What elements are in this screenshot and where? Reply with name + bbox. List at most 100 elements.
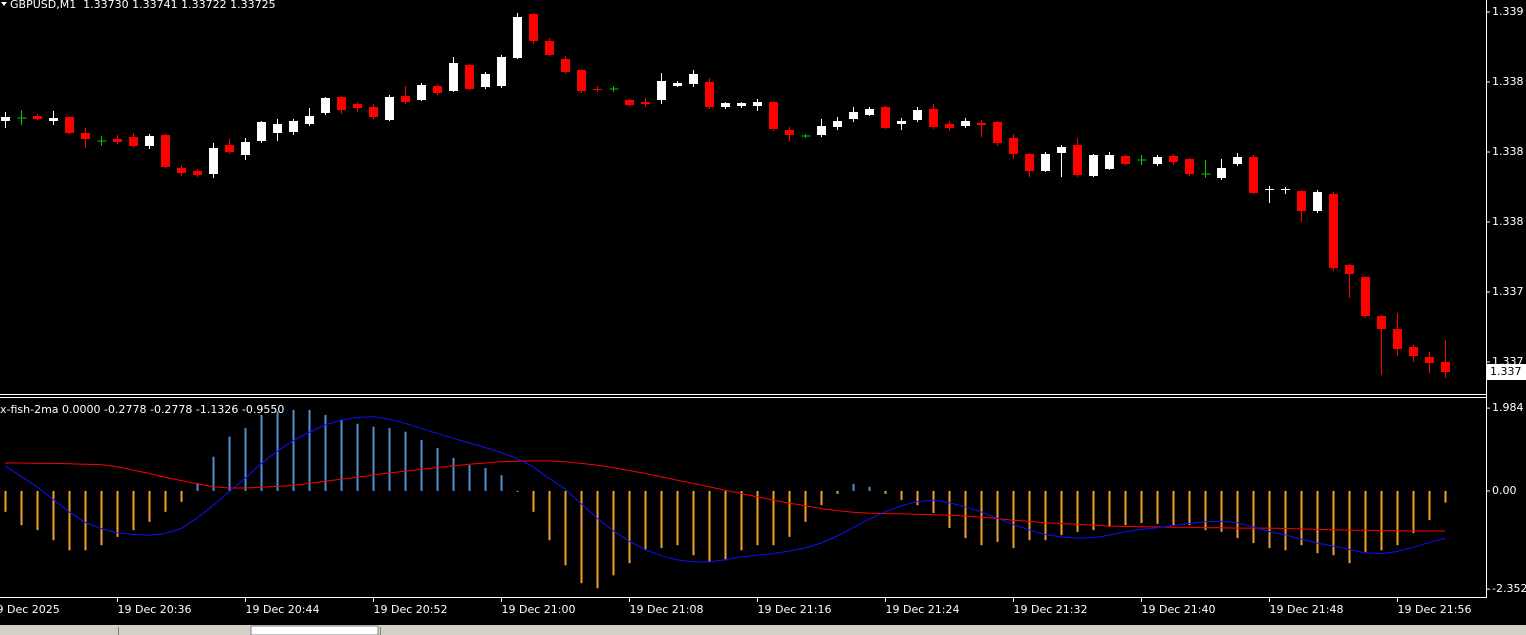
candle-body	[753, 102, 762, 106]
candle-body	[209, 148, 218, 174]
candle-body	[161, 135, 170, 167]
candle-body	[737, 103, 746, 106]
candle-body	[1217, 168, 1226, 178]
y-tick-label: 0.00	[1492, 484, 1517, 497]
candle-body	[1009, 138, 1018, 154]
candle-body	[1425, 357, 1434, 363]
candle-body	[1041, 154, 1050, 171]
x-tick-label: 19 Dec 21:56	[1398, 603, 1472, 616]
x-tick-label: 19 Dec 20:52	[374, 603, 448, 616]
candle-body	[1281, 189, 1290, 190]
y-tick-label: 1.984	[1492, 401, 1524, 414]
candle-body	[929, 109, 938, 127]
candle-body	[1169, 156, 1178, 162]
indicator-line	[5, 460, 1445, 532]
candle-body	[961, 121, 970, 126]
candle-body	[449, 63, 458, 91]
y-tick-label: 1.338	[1492, 215, 1524, 228]
candle-body	[1153, 157, 1162, 164]
candle-body	[641, 102, 650, 104]
candle-body	[561, 59, 570, 72]
candle-body	[225, 145, 234, 152]
indicator-title: x-fish-2ma 0.0000 -0.2778 -0.2778 -1.132…	[0, 403, 284, 416]
candle-body	[1345, 265, 1354, 274]
y-tick-label: 1.337	[1492, 285, 1524, 298]
candle-body	[497, 57, 506, 86]
candle-body	[785, 130, 794, 135]
x-tick-label: 19 Dec 21:48	[1270, 603, 1344, 616]
candle-body	[1121, 156, 1130, 164]
candle-body	[33, 116, 42, 119]
tab[interactable]	[250, 625, 379, 635]
candle-body	[545, 41, 554, 55]
price-label-box	[1487, 364, 1526, 380]
candle-body	[1, 117, 10, 121]
candle-body	[945, 124, 954, 128]
x-tick-label: 19 Dec 2025	[0, 603, 60, 616]
candle-body	[881, 107, 890, 128]
candle-body	[1329, 194, 1338, 268]
candle-body	[337, 97, 346, 110]
candle-body	[401, 96, 410, 102]
candle-body	[1249, 157, 1258, 193]
candle-body	[1441, 362, 1450, 372]
candle-body	[913, 110, 922, 120]
candle-body	[193, 171, 202, 175]
candle-body	[1105, 155, 1114, 169]
candle-body	[1313, 192, 1322, 211]
candle-body	[369, 107, 378, 117]
candle-body	[433, 86, 442, 93]
candle-body	[817, 126, 826, 135]
candle-body	[241, 142, 250, 155]
candle-body	[1377, 316, 1386, 329]
candle-body	[625, 100, 634, 105]
candle-body	[417, 85, 426, 100]
candle-body	[353, 104, 362, 108]
candle-body	[1393, 329, 1402, 349]
candle-body	[865, 109, 874, 115]
candle-body	[529, 14, 538, 41]
candle-body	[1265, 189, 1274, 190]
candle-body	[129, 137, 138, 146]
tab-bar	[0, 625, 1526, 635]
y-tick-label: -2.352	[1492, 582, 1526, 595]
candle-body	[1233, 157, 1242, 164]
plot-layer: 1.3391.3381.3381.3381.3371.3371.3371.984…	[0, 5, 1526, 616]
x-tick-label: 19 Dec 21:16	[758, 603, 832, 616]
x-tick-label: 19 Dec 21:32	[1014, 603, 1088, 616]
candle-body	[273, 124, 282, 133]
candle-body	[897, 121, 906, 124]
x-tick-label: 19 Dec 21:08	[630, 603, 704, 616]
y-tick-label: 1.338	[1492, 75, 1524, 88]
candle-body	[1025, 154, 1034, 171]
candle-body	[833, 121, 842, 127]
candle-body	[705, 82, 714, 107]
candle-body	[305, 116, 314, 124]
candle-body	[321, 98, 330, 113]
candle-body	[769, 102, 778, 129]
candle-body	[1185, 159, 1194, 174]
candle-body	[721, 103, 730, 107]
candle-body	[673, 83, 682, 86]
y-tick-label: 1.339	[1492, 5, 1524, 18]
candle-body	[481, 74, 490, 87]
candle-body	[577, 70, 586, 91]
candle-body	[465, 65, 474, 89]
candle-body	[113, 139, 122, 142]
symbol-icon	[1, 2, 7, 6]
candle-body	[81, 133, 90, 139]
x-tick-label: 19 Dec 21:00	[502, 603, 576, 616]
candle-body	[177, 168, 186, 173]
candle-body	[513, 17, 522, 58]
candle-body	[1057, 147, 1066, 153]
candle-body	[657, 81, 666, 100]
x-tick-label: 19 Dec 21:40	[1142, 603, 1216, 616]
candle-body	[1361, 277, 1370, 316]
candle-body	[977, 123, 986, 125]
candle-body	[1297, 191, 1306, 211]
x-tick-label: 19 Dec 21:24	[886, 603, 960, 616]
candle-body	[257, 122, 266, 141]
y-tick-label: 1.338	[1492, 145, 1524, 158]
